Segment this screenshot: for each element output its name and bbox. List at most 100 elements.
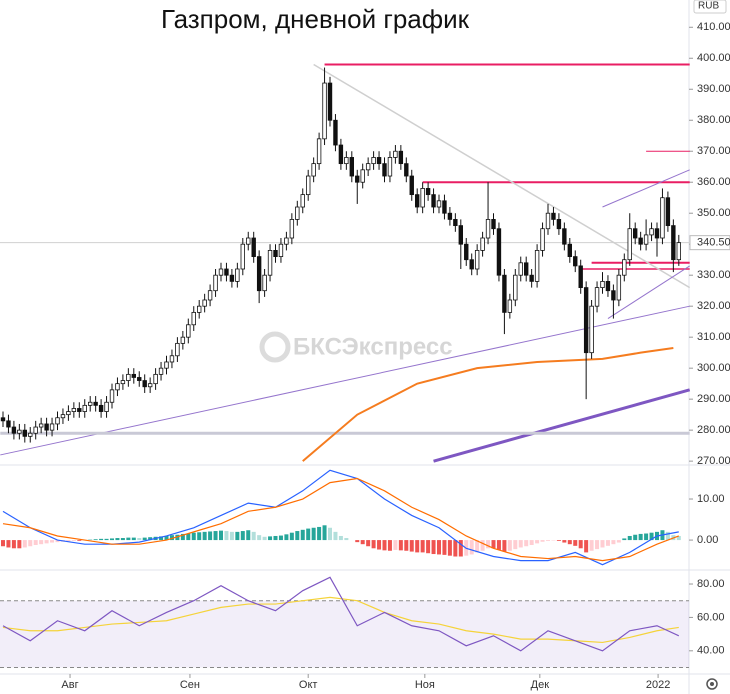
macd-histogram-bar [219, 530, 223, 541]
macd-histogram-bar [300, 529, 305, 541]
candle-body [529, 274, 534, 282]
macd-histogram-bar [355, 540, 360, 543]
candle-body [180, 336, 186, 344]
macd-histogram-bar [306, 528, 311, 541]
y-tick-label: 60.00 [697, 611, 725, 623]
candle-body [104, 401, 109, 412]
candle-body [355, 175, 360, 183]
candle-body [278, 243, 284, 258]
y-tick-label: 270.00 [697, 455, 730, 467]
candle-body [573, 256, 578, 267]
y-tick-label: 370.00 [697, 145, 730, 157]
candle-body [524, 262, 529, 276]
watermark-text: БКСЭкспресс [293, 333, 453, 360]
candle-body [376, 157, 382, 165]
macd-histogram-bar [442, 540, 447, 555]
candle-body [414, 194, 420, 208]
candle-body [513, 274, 518, 301]
candle-body [594, 287, 600, 307]
candle-body [447, 212, 453, 220]
candle-body [71, 408, 77, 412]
macd-histogram-bar [6, 540, 11, 548]
candle-body [338, 144, 344, 165]
candle-body [616, 274, 622, 301]
candle-body [49, 423, 55, 431]
candle-body [496, 228, 502, 276]
macd-histogram-bar [191, 532, 196, 541]
candle-body [665, 197, 671, 227]
candle-body [17, 429, 22, 434]
macd-histogram-bar [159, 536, 164, 541]
candle-body [420, 188, 425, 208]
candle-body [464, 243, 469, 261]
candle-body [600, 280, 605, 288]
candle-body [218, 268, 224, 276]
settings-icon[interactable] [706, 678, 718, 690]
candle-body [6, 420, 11, 428]
candle-body [589, 305, 594, 354]
candle-body [393, 150, 398, 158]
candle-body [147, 383, 153, 388]
candle-body [44, 423, 49, 431]
macd-histogram-bar [600, 540, 605, 548]
macd-histogram-bar [665, 531, 670, 541]
macd-histogram-bar [562, 540, 567, 543]
trend-line [313, 63, 691, 289]
macd-histogram-bar [99, 538, 104, 541]
macd-histogram-bar [393, 540, 398, 550]
macd-histogram-bar [398, 540, 403, 551]
y-tick-label: 360.00 [697, 176, 730, 188]
y-tick-label: 350.00 [697, 207, 730, 219]
candle-body [365, 163, 371, 171]
y-tick-label: 320.00 [697, 300, 730, 312]
candle-body [186, 324, 191, 338]
candle-body [322, 82, 327, 140]
macd-histogram-bar [202, 531, 207, 541]
macd-histogram-bar [338, 535, 343, 541]
macd-histogram-bar [502, 540, 507, 552]
candle-body [327, 82, 333, 121]
trend-line [0, 305, 690, 456]
candle-body [33, 426, 38, 434]
macd-histogram-bar [224, 531, 229, 541]
macd-signal [2, 477, 680, 562]
macd-histogram-bar [104, 538, 109, 541]
candle-body [28, 432, 33, 437]
macd-histogram-bar [513, 540, 518, 550]
macd-histogram-bar [567, 540, 572, 545]
macd-histogram-bar [415, 540, 420, 553]
candle-body [578, 265, 583, 288]
macd-histogram-bar [453, 540, 458, 557]
y-tick-label: 10.00 [697, 493, 725, 505]
macd-histogram-bar [257, 535, 262, 541]
y-tick-label: 280.00 [697, 424, 730, 436]
x-tick-label: Сен [180, 679, 200, 691]
candle-body [115, 383, 120, 391]
macd-histogram-bar [622, 538, 627, 541]
candle-body [583, 287, 589, 354]
candle-body [169, 355, 175, 363]
macd-histogram-bar [273, 535, 278, 541]
candle-body [671, 225, 676, 261]
macd-histogram-bar [115, 538, 120, 541]
macd-histogram-bar [246, 530, 251, 541]
candle-body [60, 414, 66, 419]
macd-histogram-bar [268, 536, 273, 541]
candle-body [153, 373, 158, 385]
candle-body [507, 299, 513, 313]
currency-box[interactable] [693, 0, 727, 14]
candle-body [158, 367, 164, 375]
watermark: БКСЭкспресс [259, 331, 453, 363]
macd-histogram-bar [120, 538, 125, 541]
macd-histogram-bar [197, 532, 202, 541]
macd-histogram-bar [317, 526, 322, 541]
macd-histogram-bar [366, 540, 371, 547]
macd-histogram-bar [426, 540, 431, 554]
macd-histogram-bar [262, 536, 267, 541]
macd-histogram-bar [524, 540, 529, 547]
candle-body [305, 175, 311, 196]
currency-label[interactable]: RUB [698, 1, 719, 12]
y-tick-label: 80.00 [697, 578, 725, 590]
macd-histogram-bar [229, 531, 234, 541]
candle-body [93, 401, 98, 406]
